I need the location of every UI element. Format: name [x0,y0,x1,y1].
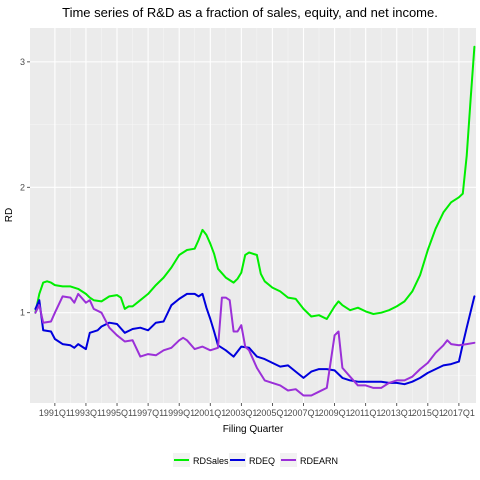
legend-label-rdearn: RDEARN [300,456,338,466]
y-axis-title: RD [4,208,15,222]
x-tick-label: 2003Q1 [225,408,257,418]
chart-title: Time series of R&D as a fraction of sale… [62,5,438,20]
y-tick-label: 1 [20,308,25,318]
x-tick-label: 2015Q1 [412,408,444,418]
y-axis: 1 2 3 [20,57,30,318]
x-tick-label: 2001Q1 [194,408,226,418]
x-tick-label: 2017Q1 [443,408,475,418]
legend: RDSales RDEQ RDEARN [173,453,338,467]
x-axis-title: Filing Quarter [223,424,284,435]
legend-label-rdsales: RDSales [193,456,229,466]
y-tick-label: 3 [20,57,25,67]
x-tick-label: 2009Q1 [319,408,351,418]
y-tick-label: 2 [20,182,25,192]
x-tick-label: 1995Q1 [101,408,133,418]
legend-label-rdeq: RDEQ [249,456,275,466]
x-tick-label: 2013Q1 [381,408,413,418]
x-tick-label: 1997Q1 [132,408,164,418]
x-axis: 1991Q1 1993Q1 1995Q1 1997Q1 1999Q1 2001Q1 2003… [39,403,475,418]
x-tick-label: 1991Q1 [39,408,71,418]
x-tick-label: 1993Q1 [70,408,102,418]
plot-background [30,28,476,403]
x-tick-label: 1999Q1 [163,408,195,418]
x-tick-label: 2005Q1 [256,408,288,418]
x-tick-label: 2011Q1 [350,408,381,418]
x-tick-label: 2007Q1 [287,408,319,418]
